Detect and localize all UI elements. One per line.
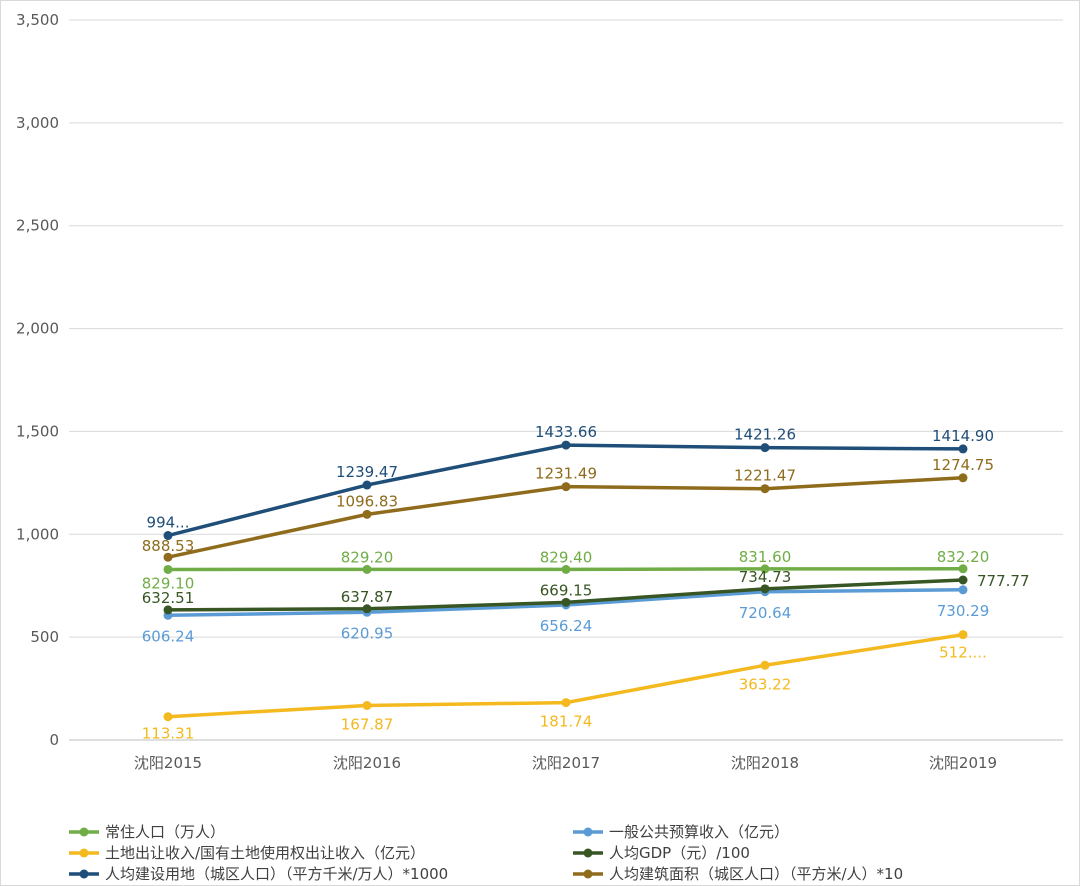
- data-point: [561, 564, 571, 574]
- data-point: [958, 575, 968, 585]
- legend-marker: [79, 869, 89, 879]
- data-point: [760, 443, 770, 453]
- y-tick-label: 2,500: [16, 217, 59, 235]
- data-point: [561, 440, 571, 450]
- legend-item: 土地出让收入/国有土地使用权出让收入（亿元）: [69, 844, 425, 862]
- data-label: 181.74: [540, 713, 593, 731]
- x-tick-label: 沈阳2017: [532, 754, 600, 772]
- legend-item: 常住人口（万人）: [69, 823, 225, 841]
- data-point: [163, 605, 173, 615]
- data-point: [362, 564, 372, 574]
- legend-label: 一般公共预算收入（亿元）: [609, 823, 789, 841]
- legend-label: 人均GDP（元）/100: [609, 844, 750, 862]
- data-point: [362, 604, 372, 614]
- y-tick-label: 500: [30, 628, 59, 646]
- x-tick-label: 沈阳2018: [731, 754, 799, 772]
- gridlines: [69, 19, 1063, 741]
- data-point: [362, 700, 372, 710]
- legend-marker: [79, 827, 89, 837]
- legend-label: 土地出让收入/国有土地使用权出让收入（亿元）: [105, 844, 425, 862]
- legend-item: 人均建筑面积（城区人口）（平方米/人）*10: [573, 865, 903, 883]
- data-label: 1221.47: [734, 467, 796, 485]
- x-axis: 沈阳2015 沈阳2016 沈阳2017 沈阳2018 沈阳2019: [134, 754, 997, 772]
- data-point: [760, 484, 770, 494]
- y-tick-label: 1,500: [16, 422, 59, 440]
- data-point: [561, 482, 571, 492]
- data-label: 512....: [939, 644, 987, 662]
- x-tick-label: 沈阳2019: [929, 754, 997, 772]
- data-label: 777.77: [977, 572, 1030, 590]
- data-label: 1274.75: [932, 456, 994, 474]
- data-point: [362, 509, 372, 519]
- data-point: [958, 585, 968, 595]
- y-tick-label: 2,000: [16, 320, 59, 338]
- x-tick-label: 沈阳2015: [134, 754, 202, 772]
- x-tick-label: 沈阳2016: [333, 754, 401, 772]
- data-label: 1421.26: [734, 426, 796, 444]
- data-point: [760, 564, 770, 574]
- data-label: 730.29: [937, 602, 990, 620]
- y-axis: 0 500 1,000 1,500 2,000 2,500 3,000 3,500: [16, 11, 59, 749]
- data-label: 656.24: [540, 617, 593, 635]
- series-points: [163, 440, 968, 722]
- data-point: [163, 712, 173, 722]
- data-point: [760, 584, 770, 594]
- data-point: [163, 564, 173, 574]
- data-label: 1231.49: [535, 465, 597, 483]
- data-label: 832.20: [937, 548, 990, 566]
- data-point: [561, 698, 571, 708]
- legend-item: 人均GDP（元）/100: [573, 844, 750, 862]
- legend-marker: [583, 848, 593, 858]
- y-tick-label: 1,000: [16, 525, 59, 543]
- data-point: [362, 480, 372, 490]
- data-label: 829.20: [341, 548, 394, 566]
- data-label: 720.64: [739, 604, 792, 622]
- data-point: [958, 473, 968, 483]
- data-label: 734.73: [739, 568, 792, 586]
- legend: 常住人口（万人） 一般公共预算收入（亿元） 土地出让收入/国有土地使用权出让收入（亿…: [69, 823, 903, 883]
- data-label: 620.95: [341, 624, 394, 642]
- data-point: [958, 444, 968, 454]
- data-labels: 113.31 167.87 181.74 363.22 512.... 606.24 620…: [142, 423, 1030, 743]
- legend-label: 常住人口（万人）: [105, 823, 225, 841]
- legend-label: 人均建设用地（城区人口）（平方千米/万人）*1000: [105, 865, 448, 883]
- data-label: 632.51: [142, 589, 195, 607]
- legend-item: 一般公共预算收入（亿元）: [573, 823, 789, 841]
- data-label: 829.10: [142, 574, 195, 592]
- data-point: [561, 597, 571, 607]
- data-label: 1414.90: [932, 427, 994, 445]
- data-label: 831.60: [739, 548, 792, 566]
- data-label: 1433.66: [535, 423, 597, 441]
- y-tick-label: 3,500: [16, 11, 59, 29]
- data-point: [958, 564, 968, 574]
- legend-marker: [79, 848, 89, 858]
- data-label: 637.87: [341, 588, 394, 606]
- legend-marker: [583, 869, 593, 879]
- data-label: 113.31: [142, 725, 195, 743]
- data-label: 994...: [147, 514, 190, 532]
- legend-label: 人均建筑面积（城区人口）（平方米/人）*10: [609, 865, 903, 883]
- data-label: 1239.47: [336, 463, 398, 481]
- data-label: 167.87: [341, 715, 394, 733]
- legend-marker: [583, 827, 593, 837]
- data-point: [163, 552, 173, 562]
- data-point: [958, 630, 968, 640]
- data-label: 829.40: [540, 548, 593, 566]
- legend-item: 人均建设用地（城区人口）（平方千米/万人）*1000: [69, 865, 448, 883]
- y-tick-label: 0: [49, 731, 59, 749]
- data-label: 1096.83: [336, 492, 398, 510]
- data-point: [163, 531, 173, 541]
- data-point: [760, 660, 770, 670]
- data-label: 606.24: [142, 627, 195, 645]
- data-label: 669.15: [540, 581, 593, 599]
- y-tick-label: 3,000: [16, 114, 59, 132]
- data-label: 363.22: [739, 675, 792, 693]
- data-label: 888.53: [142, 537, 195, 555]
